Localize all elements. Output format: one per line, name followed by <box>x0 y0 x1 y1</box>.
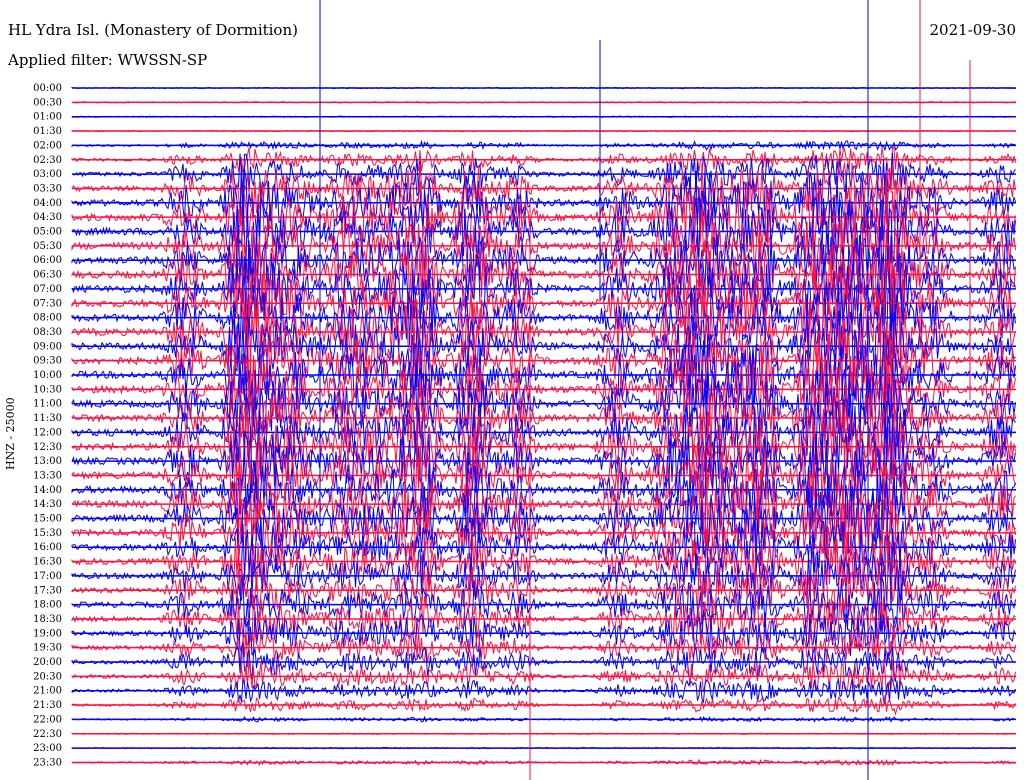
row-time-label: 19:30 <box>33 643 62 654</box>
row-time-label: 10:00 <box>33 370 62 381</box>
row-time-label: 21:30 <box>33 700 62 711</box>
trace-line <box>71 393 1016 475</box>
trace-line <box>71 276 1016 360</box>
row-time-label: 17:00 <box>33 571 62 582</box>
row-time-label: 02:00 <box>33 140 62 151</box>
row-time-label: 12:00 <box>33 427 62 438</box>
row-time-label: 11:30 <box>33 413 62 424</box>
row-time-label: 05:30 <box>33 241 62 252</box>
row-time-label: 20:30 <box>33 671 62 682</box>
row-time-label: 03:30 <box>33 183 62 194</box>
row-time-label: 15:00 <box>33 514 62 525</box>
row-time-label: 07:30 <box>33 298 62 309</box>
row-time-label: 12:30 <box>33 442 62 453</box>
row-time-label: 13:00 <box>33 456 62 467</box>
row-time-label: 01:00 <box>33 112 62 123</box>
row-time-label: 10:30 <box>33 384 62 395</box>
row-time-label: 00:30 <box>33 97 62 108</box>
trace-line <box>71 306 1016 389</box>
row-time-label: 22:30 <box>33 729 62 740</box>
row-time-label: 01:30 <box>33 126 62 137</box>
row-time-label: 22:00 <box>33 714 62 725</box>
trace-line <box>71 609 1016 656</box>
row-time-label: 17:30 <box>33 585 62 596</box>
row-time-label: 09:00 <box>33 341 62 352</box>
row-time-label: 18:00 <box>33 600 62 611</box>
filter-label: Applied filter: WWSSN-SP <box>8 51 208 69</box>
date-label: 2021-09-30 <box>929 21 1016 39</box>
row-time-label: 11:00 <box>33 399 62 410</box>
station-title: HL Ydra Isl. (Monastery of Dormition) <box>8 21 298 39</box>
trace-line <box>71 496 1016 568</box>
row-time-label: 04:00 <box>33 198 62 209</box>
row-time-label: 19:00 <box>33 628 62 639</box>
row-time-label: 07:00 <box>33 284 62 295</box>
row-time-label: 00:00 <box>33 83 62 94</box>
trace-line <box>71 332 1016 422</box>
trace-line <box>71 436 1016 518</box>
row-time-label: 09:30 <box>33 356 62 367</box>
trace-line <box>71 475 1016 556</box>
trace-line <box>71 350 1016 428</box>
trace-line <box>71 514 1016 585</box>
row-time-label: 23:30 <box>33 757 62 768</box>
row-time-label: 08:00 <box>33 313 62 324</box>
trace-line <box>71 225 1016 305</box>
row-time-label: 20:00 <box>33 657 62 668</box>
trace-line <box>71 256 1016 341</box>
row-time-label: 03:00 <box>33 169 62 180</box>
trace-line <box>71 594 1016 646</box>
trace-line <box>71 170 1016 265</box>
row-time-label: 21:00 <box>33 686 62 697</box>
trace-line <box>71 557 1016 624</box>
row-time-label: 06:30 <box>33 270 62 281</box>
row-time-label: 14:00 <box>33 485 62 496</box>
row-time-label: 16:00 <box>33 542 62 553</box>
trace-line <box>71 320 1016 406</box>
row-time-label: 16:30 <box>33 557 62 568</box>
row-time-label: 23:00 <box>33 743 62 754</box>
trace-line <box>71 288 1016 372</box>
row-time-label: 05:00 <box>33 227 62 238</box>
row-time-label: 18:30 <box>33 614 62 625</box>
row-time-label: 06:00 <box>33 255 62 266</box>
row-time-label: 14:30 <box>33 499 62 510</box>
row-time-label: 08:30 <box>33 327 62 338</box>
trace-line <box>71 659 1016 696</box>
row-time-label: 02:30 <box>33 155 62 166</box>
trace-line <box>71 152 1016 195</box>
row-time-label: 13:30 <box>33 470 62 481</box>
row-time-label: 15:30 <box>33 528 62 539</box>
row-time-label: 04:30 <box>33 212 62 223</box>
